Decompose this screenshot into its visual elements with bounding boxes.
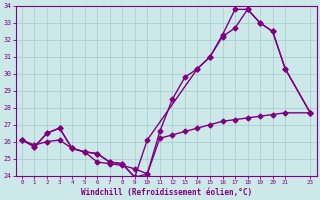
X-axis label: Windchill (Refroidissement éolien,°C): Windchill (Refroidissement éolien,°C)	[81, 188, 252, 197]
